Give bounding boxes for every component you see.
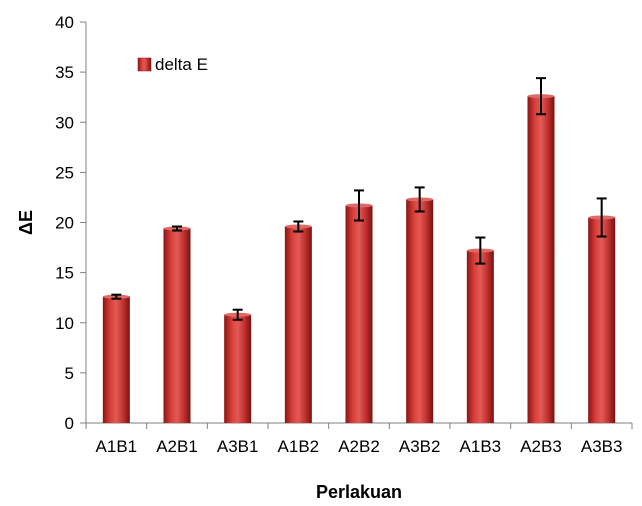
x-axis-title: Perlakuan [316, 482, 402, 502]
x-tick-label: A1B3 [460, 437, 502, 456]
y-tick-label: 30 [55, 113, 74, 132]
bar [345, 205, 373, 423]
error-bar [596, 197, 607, 238]
x-tick-label: A1B2 [278, 437, 320, 456]
error-bar [232, 308, 243, 321]
bar [588, 217, 616, 423]
bar [527, 96, 555, 423]
y-tick-label: 15 [55, 264, 74, 283]
bar [163, 228, 191, 423]
x-tick-label: A1B1 [96, 437, 138, 456]
error-bar [475, 236, 486, 265]
bar [466, 250, 494, 423]
x-tick-label: A2B3 [520, 437, 562, 456]
y-tick-label: 35 [55, 63, 74, 82]
error-bar [172, 225, 182, 232]
error-bar [354, 189, 364, 222]
bar [284, 226, 312, 423]
y-axis-title: ΔE [16, 210, 36, 235]
y-tick-label: 0 [65, 414, 74, 433]
bar [102, 296, 130, 423]
bars [102, 77, 616, 423]
y-tick-label: 10 [55, 314, 74, 333]
y-tick-label: 5 [65, 364, 74, 383]
bar [224, 314, 252, 423]
error-bar [293, 220, 304, 233]
x-tick-label: A3B1 [217, 437, 259, 456]
legend: delta E [137, 55, 208, 74]
y-tick-label: 25 [55, 163, 74, 182]
x-tick-label: A3B2 [399, 437, 441, 456]
x-axis: A1B1 A2B1 A3B1 A1B2 A2B2 A3B2 A1B3 A2B3 A3B3 [85, 422, 633, 456]
y-axis: 0 5 10 15 20 25 30 35 40 [55, 13, 87, 433]
bar [406, 199, 434, 423]
error-bar [414, 186, 425, 213]
x-tick-label: A2B2 [338, 437, 380, 456]
x-tick-label: A3B3 [581, 437, 623, 456]
legend-swatch [137, 57, 152, 72]
error-bar [536, 77, 546, 116]
legend-label: delta E [155, 55, 208, 74]
x-tick-label: A2B1 [156, 437, 198, 456]
y-tick-label: 40 [55, 13, 74, 32]
error-bar [111, 293, 122, 300]
y-tick-label: 20 [55, 214, 74, 233]
